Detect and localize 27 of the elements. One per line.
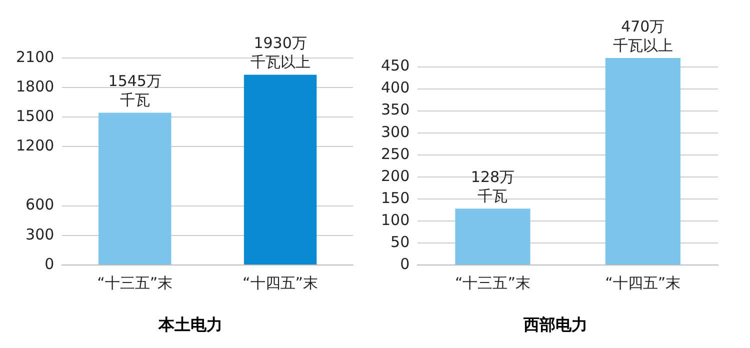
- y-tick-label: 250: [380, 144, 410, 163]
- data-label: 1930万千瓦以上: [250, 34, 310, 72]
- y-tick-label: 600: [26, 196, 54, 214]
- y-tick-label: 0: [44, 254, 54, 273]
- data-label: 128万千瓦: [470, 168, 515, 206]
- y-tick-label: 1200: [16, 136, 54, 155]
- x-tick-label: “十四五”末: [605, 274, 681, 292]
- x-tick-label: “十三五”末: [454, 274, 530, 292]
- y-tick-label: 0: [400, 254, 410, 273]
- y-tick-label: 300: [380, 122, 410, 141]
- y-tick-label: 50: [390, 232, 410, 251]
- y-tick-label: 1800: [16, 77, 54, 96]
- y-tick-label: 150: [380, 188, 410, 207]
- data-label: 1545万千瓦: [108, 72, 162, 110]
- x-tick-label: “十三五”末: [97, 274, 173, 292]
- text: 西部电力: [522, 315, 588, 336]
- y-tick-label: 300: [26, 225, 54, 244]
- y-tick-label: 1500: [16, 107, 54, 126]
- y-tick-label: 100: [380, 210, 410, 229]
- text: 本土电力: [157, 315, 224, 336]
- data-label: 470万千瓦以上: [612, 17, 673, 54]
- y-tick-label: 200: [380, 166, 410, 185]
- x-tick-label: “十四五”末: [242, 274, 318, 292]
- y-tick-label: 450: [380, 56, 410, 75]
- y-tick-label: 2100: [16, 48, 54, 66]
- y-tick-label: 350: [380, 100, 410, 119]
- y-tick-label: 400: [380, 78, 410, 97]
